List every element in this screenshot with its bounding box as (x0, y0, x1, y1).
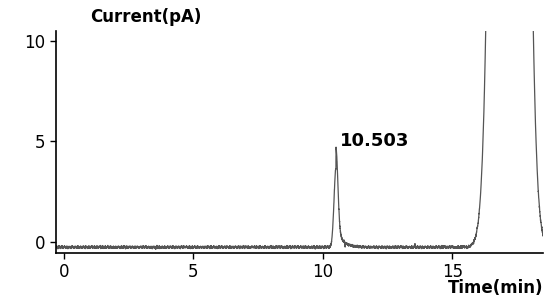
Text: Current(pA): Current(pA) (90, 8, 202, 26)
Text: Time(min): Time(min) (447, 279, 543, 297)
Text: 10.503: 10.503 (340, 132, 409, 150)
